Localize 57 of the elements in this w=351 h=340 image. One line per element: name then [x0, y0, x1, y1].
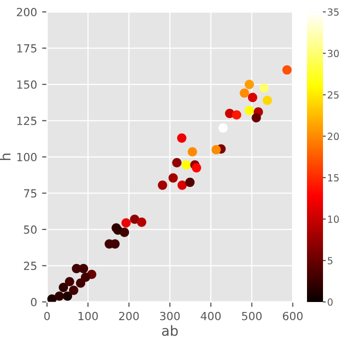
point [78, 264, 88, 274]
point [62, 291, 72, 301]
y-tick-label: 125 [17, 116, 36, 126]
y-tick-label: 175 [17, 44, 36, 53]
point [192, 163, 202, 172]
color-bar-label: 10 [328, 216, 339, 223]
point [212, 145, 221, 154]
point [158, 180, 168, 190]
point [248, 92, 258, 102]
point [218, 123, 228, 133]
color-bar-label: 15 [328, 174, 339, 182]
color-bar-label: 30 [328, 50, 339, 58]
color-bar-label: 20 [328, 132, 339, 140]
point [168, 173, 178, 183]
point [262, 96, 272, 106]
point [136, 218, 146, 227]
y-tick-label: 150 [17, 80, 37, 89]
point [58, 282, 68, 292]
point [121, 218, 131, 228]
x-tick-label: 500 [242, 312, 262, 320]
x-tick-label: 600 [282, 312, 303, 320]
point [185, 178, 195, 187]
point [188, 147, 198, 156]
point [120, 228, 130, 237]
x-axis-title: ab [162, 325, 178, 336]
point [47, 294, 57, 302]
x-tick-label: 400 [200, 312, 221, 320]
point [259, 83, 269, 93]
point [244, 80, 254, 90]
x-tick-label: 200 [119, 312, 139, 320]
point [64, 276, 74, 286]
color-bar-label: 5 [328, 257, 332, 264]
x-tick-label: 100 [78, 312, 98, 320]
point [68, 286, 78, 295]
color-bar-label: 0 [328, 298, 333, 306]
y-axis-title: h [0, 154, 10, 160]
color-bar-label: 35 [328, 8, 339, 16]
point [54, 291, 64, 301]
x-tick-label: 300 [160, 312, 180, 320]
y-tick-label: 75 [24, 189, 36, 198]
point [232, 110, 242, 120]
y-tick-label: 50 [24, 225, 37, 234]
point [177, 133, 186, 143]
y-tick-label: 0 [30, 298, 37, 306]
y-tick-label: 200 [16, 8, 37, 16]
point [76, 278, 86, 288]
point [282, 65, 292, 75]
point [244, 106, 254, 116]
point [240, 88, 250, 98]
color-bar-label: 25 [328, 91, 339, 99]
point [178, 180, 187, 190]
point [172, 158, 182, 168]
y-tick-label: 100 [17, 152, 37, 162]
point [182, 160, 191, 170]
point [252, 113, 261, 122]
y-tick-label: 25 [24, 262, 36, 270]
x-tick-label: 0 [44, 312, 50, 320]
